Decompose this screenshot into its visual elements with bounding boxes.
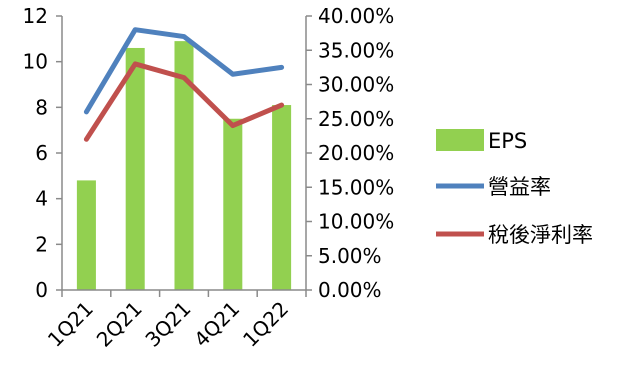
right-tick-label: 30.00% — [318, 73, 394, 97]
right-tick-label: 20.00% — [318, 141, 394, 165]
x-tick-label: 3Q21 — [140, 297, 195, 352]
right-tick-label: 15.00% — [318, 175, 394, 199]
eps-bar-2Q21 — [125, 47, 145, 290]
eps-bar-1Q21 — [76, 180, 96, 290]
x-tick-label: 1Q22 — [238, 297, 293, 352]
x-tick-label: 2Q21 — [92, 297, 147, 352]
left-tick-label: 4 — [35, 187, 48, 211]
right-tick-label: 0.00% — [318, 278, 382, 302]
legend-label-稅後淨利率: 稅後淨利率 — [488, 223, 593, 247]
legend-swatch-EPS — [436, 129, 484, 151]
left-tick-label: 2 — [35, 232, 48, 256]
series-line-稅後淨利率 — [83, 61, 285, 142]
legend-label-EPS: EPS — [488, 129, 527, 153]
legend-label-營益率: 營益率 — [488, 175, 551, 199]
left-tick-label: 8 — [35, 95, 48, 119]
margin-lines — [83, 27, 285, 142]
right-tick-label: 25.00% — [318, 107, 394, 131]
right-tick-label: 35.00% — [318, 38, 394, 62]
eps-bars — [76, 41, 292, 290]
right-tick-label: 5.00% — [318, 244, 382, 268]
right-tick-label: 10.00% — [318, 210, 394, 234]
right-tick-label: 40.00% — [318, 4, 394, 28]
series-line-營益率 — [83, 27, 285, 115]
x-tick-label: 4Q21 — [189, 297, 244, 352]
left-tick-label: 0 — [35, 278, 48, 302]
x-tick-label: 1Q21 — [43, 297, 98, 352]
left-tick-label: 6 — [35, 141, 48, 165]
left-tick-label: 12 — [23, 4, 48, 28]
eps-bar-3Q21 — [174, 41, 194, 290]
eps-bar-1Q22 — [272, 105, 292, 290]
eps-bar-4Q21 — [223, 118, 243, 290]
left-tick-label: 10 — [23, 50, 48, 74]
